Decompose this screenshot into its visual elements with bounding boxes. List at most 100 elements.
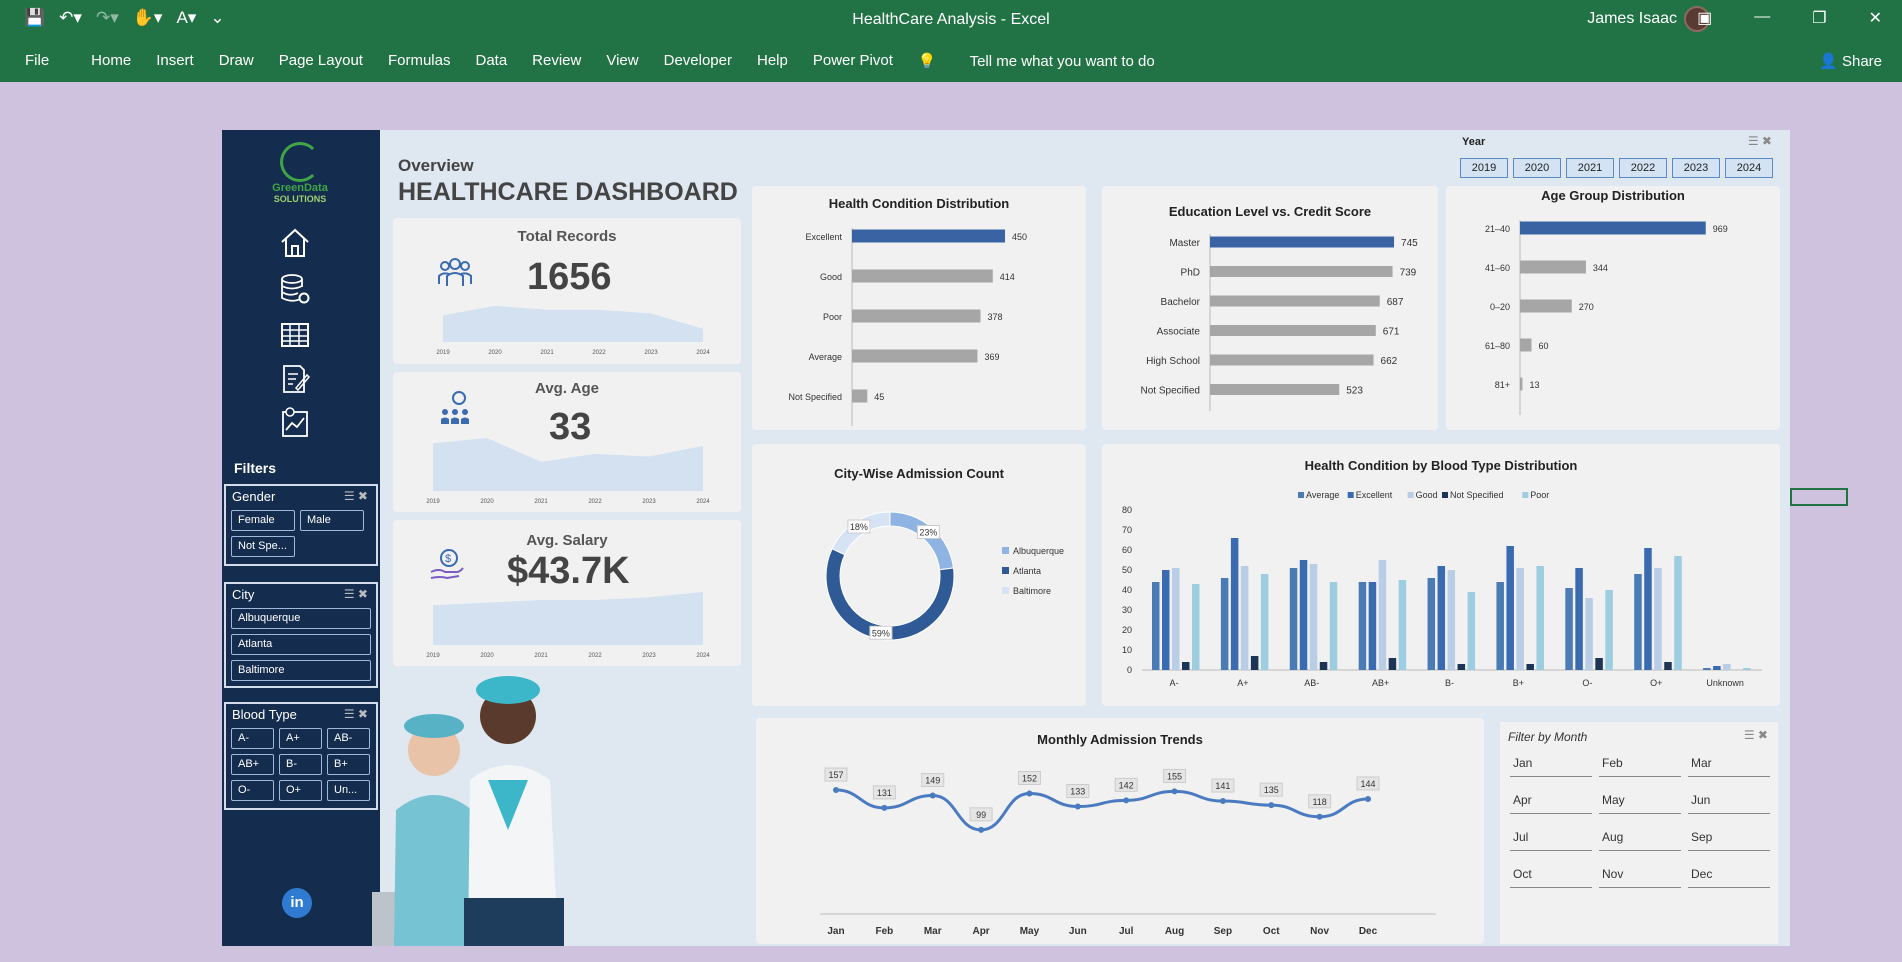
month-option[interactable]: Dec: [1688, 863, 1770, 888]
category-label: Not Specified: [1141, 386, 1200, 397]
blood-type-option[interactable]: A-: [231, 728, 274, 749]
year-option[interactable]: 2023: [1672, 158, 1720, 178]
bar: [1520, 338, 1532, 352]
redo-icon[interactable]: ↷▾: [95, 8, 119, 27]
chart-report-icon[interactable]: [278, 406, 312, 440]
tab-page-layout[interactable]: Page Layout: [278, 52, 363, 69]
avatar[interactable]: [1684, 6, 1710, 32]
tab-help[interactable]: Help: [756, 52, 788, 69]
ribbon-display-icon[interactable]: ▣: [1697, 10, 1713, 27]
bar: [1210, 266, 1393, 277]
x-tick-label: Dec: [1359, 926, 1378, 937]
year-slicer: Year ☰ ✖ 2019 2020 2021 2022 2023 2024: [1454, 130, 1784, 180]
blood-type-option[interactable]: A+: [279, 728, 322, 749]
city-slicer-label: City: [232, 587, 255, 602]
health-condition-chart: Health Condition Distribution Excellent 4…: [752, 186, 1086, 430]
multi-select-icon[interactable]: ☰ ✖: [343, 489, 368, 503]
bar: [852, 389, 868, 403]
user-name[interactable]: James Isaac: [1587, 10, 1677, 27]
month-option[interactable]: Mar: [1688, 752, 1770, 777]
multi-select-icon[interactable]: ☰ ✖: [1743, 728, 1768, 742]
bar: [1713, 666, 1721, 670]
tab-developer[interactable]: Developer: [663, 52, 732, 69]
touch-mode-icon[interactable]: ✋▾: [132, 8, 163, 27]
health-condition-bars: Excellent 450 Good 414 Poor 378 Average 369 Not …: [788, 228, 1027, 426]
home-icon[interactable]: [278, 226, 312, 260]
month-option[interactable]: Jan: [1510, 752, 1592, 777]
bar: [1536, 566, 1544, 670]
x-tick-label: Oct: [1263, 926, 1280, 937]
education-bars: Master 745 PhD 739 Bachelor 687 Associate 671 Hi…: [1141, 234, 1418, 411]
month-option[interactable]: Jul: [1510, 826, 1592, 851]
city-option[interactable]: Atlanta: [231, 634, 371, 655]
tell-me-box[interactable]: 💡 Tell me what you want to do: [918, 52, 1180, 71]
tab-insert[interactable]: Insert: [156, 52, 194, 69]
blood-type-option[interactable]: O-: [231, 780, 274, 801]
bar: [1152, 582, 1160, 670]
linkedin-icon[interactable]: in: [282, 888, 312, 918]
minimize-icon[interactable]: —: [1754, 8, 1771, 25]
month-option[interactable]: Jun: [1688, 789, 1770, 814]
report-edit-icon[interactable]: [278, 362, 312, 396]
blood-type-option[interactable]: AB+: [231, 754, 274, 775]
city-option[interactable]: Baltimore: [231, 660, 371, 681]
kpi-value: 33: [549, 406, 592, 448]
tab-home[interactable]: Home: [91, 52, 132, 69]
month-option[interactable]: Apr: [1510, 789, 1592, 814]
data-label: 133: [1070, 787, 1085, 797]
save-icon[interactable]: 💾: [24, 8, 46, 27]
font-icon[interactable]: A▾: [176, 8, 197, 27]
gender-option[interactable]: Not Spe...: [231, 536, 295, 557]
tab-view[interactable]: View: [606, 52, 639, 69]
blood-slicer-label: Blood Type: [232, 707, 297, 722]
tab-review[interactable]: Review: [532, 52, 582, 69]
tab-formulas[interactable]: Formulas: [387, 52, 451, 69]
sparkline-year-label: 2020: [480, 499, 494, 505]
blood-type-option[interactable]: B-: [279, 754, 322, 775]
month-option[interactable]: Aug: [1599, 826, 1681, 851]
month-option[interactable]: Oct: [1510, 863, 1592, 888]
monthly-trend-chart: Monthly Admission Trends 157 Jan 131 Feb 149…: [756, 718, 1484, 944]
data-label-box: [916, 524, 940, 539]
bar: [1575, 568, 1583, 670]
customize-toolbar-icon[interactable]: ⌄: [210, 8, 225, 27]
multi-select-icon[interactable]: ☰ ✖: [343, 587, 368, 601]
year-option[interactable]: 2021: [1566, 158, 1614, 178]
restore-icon[interactable]: ❐: [1812, 10, 1827, 27]
tab-draw[interactable]: Draw: [218, 52, 254, 69]
gender-option[interactable]: Male: [300, 510, 364, 531]
data-label: 59%: [872, 628, 890, 638]
y-tick-label: 10: [1122, 645, 1132, 655]
month-option[interactable]: Feb: [1599, 752, 1681, 777]
blood-type-option[interactable]: O+: [279, 780, 322, 801]
table-icon[interactable]: [278, 318, 312, 352]
database-settings-icon[interactable]: [278, 272, 312, 306]
month-option[interactable]: Sep: [1688, 826, 1770, 851]
year-option[interactable]: 2020: [1513, 158, 1561, 178]
blood-type-option[interactable]: B+: [327, 754, 370, 775]
close-icon[interactable]: ✕: [1868, 10, 1882, 27]
bar: [1605, 590, 1613, 670]
tab-file[interactable]: File: [25, 52, 50, 69]
tab-power-pivot[interactable]: Power Pivot: [812, 52, 893, 69]
undo-icon[interactable]: ↶▾: [59, 8, 82, 27]
year-option[interactable]: 2022: [1619, 158, 1667, 178]
category-label: PhD: [1181, 268, 1200, 279]
data-label: 157: [828, 770, 843, 780]
gender-option[interactable]: Female: [231, 510, 295, 531]
selected-cell[interactable]: [1790, 488, 1848, 506]
multi-select-icon[interactable]: ☰ ✖: [343, 707, 368, 721]
bar: [1162, 570, 1170, 670]
month-option[interactable]: Nov: [1599, 863, 1681, 888]
multi-select-icon[interactable]: ☰ ✖: [1747, 134, 1772, 148]
blood-type-option[interactable]: Un...: [327, 780, 370, 801]
year-option[interactable]: 2024: [1725, 158, 1773, 178]
share-button[interactable]: 👤 Share: [1819, 53, 1882, 70]
city-option[interactable]: Albuquerque: [231, 608, 371, 629]
tab-data[interactable]: Data: [475, 52, 508, 69]
month-option[interactable]: May: [1599, 789, 1681, 814]
blood-type-option[interactable]: AB-: [327, 728, 370, 749]
chart-title: Health Condition by Blood Type Distribut…: [1304, 458, 1578, 473]
year-option[interactable]: 2019: [1460, 158, 1508, 178]
data-point: [1268, 802, 1275, 809]
